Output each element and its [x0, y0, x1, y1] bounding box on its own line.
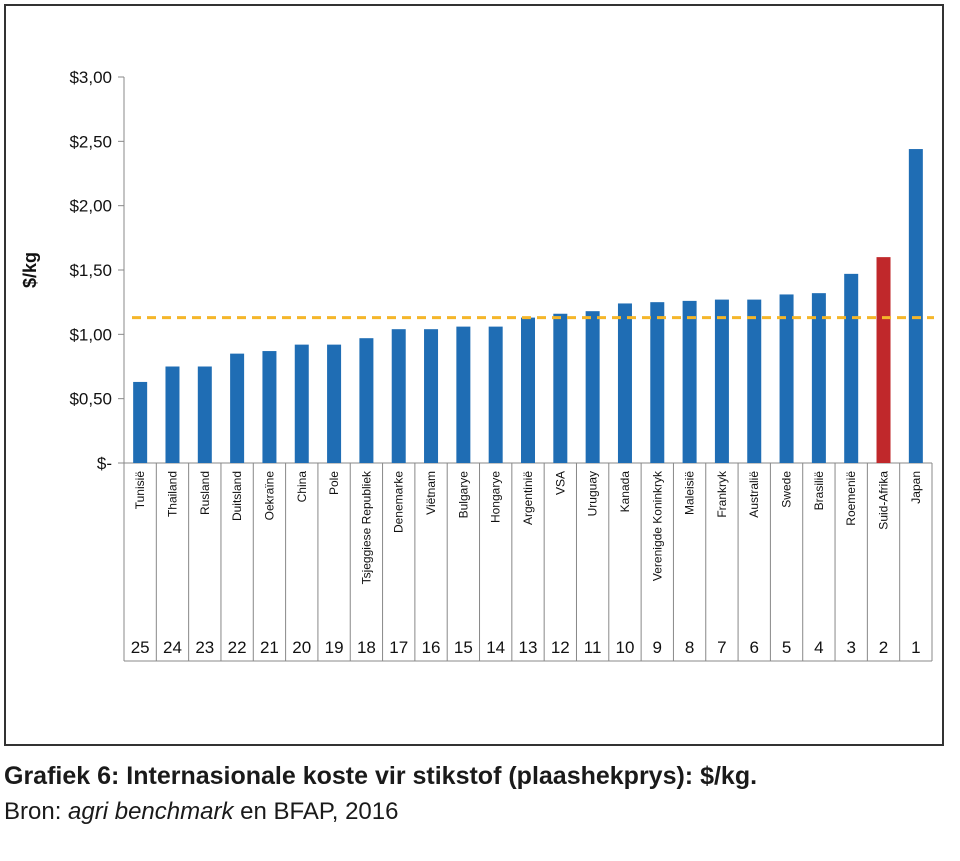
bar: [230, 353, 245, 463]
x-category-label: Frankryk: [715, 470, 729, 518]
rank-label: 6: [750, 638, 759, 657]
bar: [133, 381, 148, 463]
bar: [553, 313, 568, 463]
rank-label: 11: [584, 638, 602, 657]
y-tick-label: $-: [97, 454, 112, 473]
bar: [521, 317, 535, 463]
x-category-label: Viëtnam: [424, 471, 438, 515]
bar: [327, 344, 342, 463]
rank-label: 9: [653, 638, 662, 657]
bar-chart: $- $0,50 $1,00 $1,50 $2,00 $2,50 $3,00 $/kg Tuni…: [20, 68, 934, 662]
x-category-label: Pole: [327, 471, 341, 495]
x-category-label: Tunisië: [133, 471, 147, 510]
rank-label: 12: [551, 638, 570, 657]
rank-label: 13: [519, 638, 538, 657]
source-prefix: Bron:: [4, 798, 69, 825]
x-category-label: Bulgarye: [456, 471, 470, 519]
x-category-label: Suid-Afrika: [877, 471, 891, 530]
x-category-label: Kanada: [618, 471, 632, 513]
bar: [876, 257, 891, 463]
rank-label: 10: [615, 638, 634, 657]
bar: [165, 366, 180, 463]
x-category-label: Rusland: [198, 471, 212, 515]
x-category-label: VSA: [553, 471, 567, 495]
y-axis-title: $/kg: [20, 252, 40, 288]
rank-label: 4: [814, 638, 823, 657]
y-tick-label: $2,50: [69, 132, 112, 151]
rank-label: 20: [292, 638, 311, 657]
rank-label: 1: [911, 638, 920, 657]
bar: [844, 273, 859, 463]
rank-label: 5: [782, 638, 791, 657]
bar: [747, 299, 762, 463]
bar: [488, 326, 503, 463]
bar: [359, 338, 374, 463]
bar: [197, 366, 212, 463]
x-category-label: Hongarye: [489, 471, 503, 523]
x-category-label: Uruguay: [586, 471, 600, 516]
bar: [456, 326, 471, 463]
rank-label: 16: [422, 638, 441, 657]
x-category-label: Argentinië: [521, 471, 535, 525]
x-category-label: Maleisië: [683, 471, 697, 515]
rank-label: 2: [879, 638, 888, 657]
rank-label: 15: [454, 638, 473, 657]
rank-label: 14: [486, 638, 505, 657]
bar: [585, 311, 600, 463]
rank-label: 7: [717, 638, 726, 657]
rank-label: 19: [325, 638, 344, 657]
bar: [424, 329, 439, 463]
y-tick-label: $1,00: [69, 325, 112, 344]
x-category-label: Thailand: [165, 471, 179, 517]
x-category-label: Duitsland: [230, 471, 244, 521]
source-suffix: en BFAP, 2016: [233, 798, 399, 825]
bar: [650, 302, 665, 463]
y-tick-label: $3,00: [69, 68, 112, 87]
x-category-label: Tsjeggiese Republiek: [359, 470, 373, 584]
bar: [294, 344, 309, 463]
x-category-label: Swede: [780, 471, 794, 508]
bar: [682, 300, 697, 463]
chart-frame: $- $0,50 $1,00 $1,50 $2,00 $2,50 $3,00 $/kg Tuni…: [4, 4, 944, 746]
bar: [779, 294, 794, 463]
bar: [617, 303, 632, 463]
x-category-label: Japan: [909, 471, 923, 504]
rank-label: 24: [163, 638, 182, 657]
y-tick-label: $2,00: [69, 197, 112, 216]
x-category-label: Roemenië: [844, 471, 858, 526]
chart-source: Bron: agri benchmark en BFAP, 2016: [4, 798, 398, 826]
bar: [262, 351, 277, 463]
rank-label: 17: [389, 638, 408, 657]
y-tick-label: $0,50: [69, 390, 112, 409]
rank-label: 3: [846, 638, 855, 657]
x-category-label: China: [295, 471, 309, 503]
x-category-label: Verenigde Koninkryk: [650, 470, 664, 581]
rank-label: 21: [260, 638, 279, 657]
rank-label: 18: [357, 638, 376, 657]
bar: [714, 299, 729, 463]
source-italic: agri benchmark: [68, 798, 234, 825]
bar: [811, 293, 826, 463]
rank-label: 22: [228, 638, 247, 657]
chart-caption: Grafiek 6: Internasionale koste vir stik…: [4, 762, 758, 790]
rank-label: 8: [685, 638, 694, 657]
rank-label: 23: [195, 638, 214, 657]
x-category-label: Denemarke: [392, 471, 406, 533]
y-tick-label: $1,50: [69, 261, 112, 280]
bar: [908, 149, 923, 463]
x-category-label: Brasilië: [812, 471, 826, 511]
rank-label: 25: [131, 638, 150, 657]
x-category-label: Australië: [747, 471, 761, 518]
bar: [391, 329, 406, 463]
x-category-label: Oekraïne: [262, 471, 276, 521]
